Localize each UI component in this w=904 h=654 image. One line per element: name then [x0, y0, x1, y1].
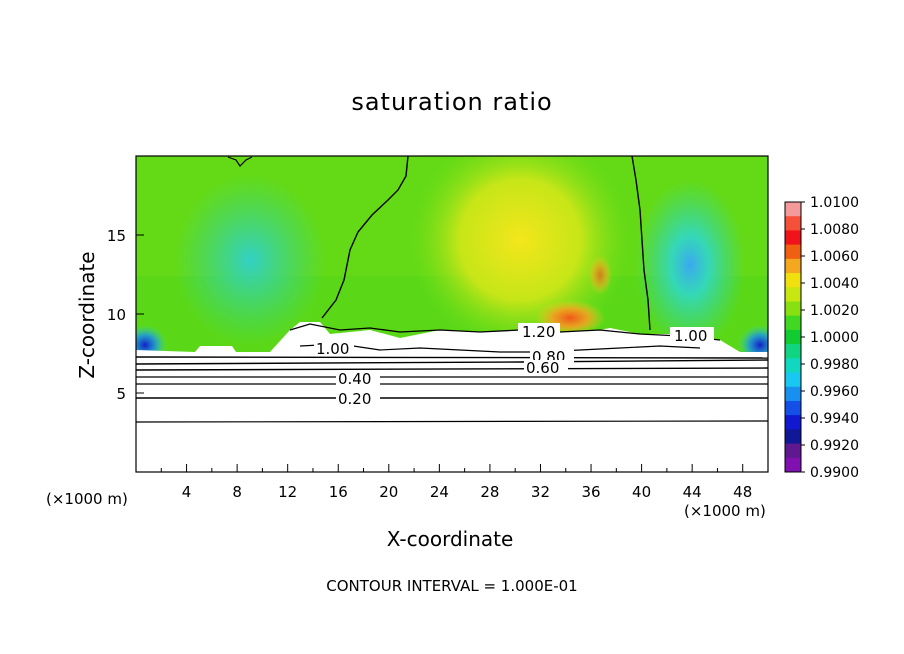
- colorbar-segment: [785, 230, 801, 246]
- contour-label-1-00-right: 1.00: [674, 327, 707, 345]
- contour-line-1-00: [299, 343, 701, 353]
- colorbar-label: 1.0060: [810, 249, 859, 265]
- colorbar-segment: [785, 244, 801, 260]
- colorbar-segment: [785, 287, 801, 302]
- colorbar-segment: [785, 429, 801, 445]
- colorbar-label: 0.9920: [810, 438, 859, 454]
- x-tick-label: 24: [430, 483, 449, 501]
- contour-line-0-90: [136, 356, 768, 359]
- colorbar-segment: [785, 443, 801, 459]
- contour-line-top-small: [227, 156, 253, 167]
- contour-line-upper-right: [631, 156, 651, 331]
- x-tick-label: 28: [480, 483, 499, 501]
- x-tick-label: 36: [581, 483, 600, 501]
- field-orange-spot: [588, 255, 612, 295]
- colorbar-segment: [785, 400, 801, 416]
- contour-label-bg-1-20: [518, 323, 560, 338]
- y-axis: 5 10 15: [107, 227, 144, 403]
- colorbar-label: 1.0040: [810, 276, 859, 292]
- contour-label-bg-0-80: [530, 349, 574, 363]
- contour-label-bg-0-20: [336, 391, 380, 406]
- x-tick-label: 32: [531, 483, 550, 501]
- colorbar-label: 1.0020: [810, 303, 859, 319]
- y-tick-label: 5: [116, 385, 126, 403]
- contour-label-0-40: 0.40: [338, 370, 371, 388]
- x-tick-label: 48: [733, 483, 752, 501]
- contour-label-1-00-left: 1.00: [316, 340, 349, 358]
- x-unit-label-right: (×1000 m): [684, 502, 766, 520]
- colorbar-segment: [785, 273, 801, 288]
- colorbar-label: 0.9980: [810, 357, 859, 373]
- contour-label-0-60: 0.60: [526, 359, 559, 377]
- contour-line-1-20: [289, 323, 721, 341]
- saturation-field: 1.20 1.00 1.00 0.80 0.60 0.40 0.20: [136, 156, 768, 472]
- y-tick-label: 15: [107, 227, 126, 245]
- contour-interval-note: CONTOUR INTERVAL = 1.000E-01: [326, 577, 578, 595]
- x-tick-label: 8: [232, 483, 242, 501]
- colorbar: 1.0100 1.0080 1.0060 1.0040 1.0020 1.0000 0.99…: [784, 195, 859, 481]
- colorbar-label: 0.9940: [810, 411, 859, 427]
- colorbar-label: 0.9960: [810, 384, 859, 400]
- colorbar-label: 0.9900: [810, 465, 859, 481]
- colorbar-segment: [785, 344, 801, 359]
- colorbar-label: 1.0100: [810, 195, 859, 211]
- field-cyan-region-right: [635, 180, 745, 350]
- contour-line-0-60: [136, 367, 768, 371]
- contour-line-0-80: [136, 359, 768, 365]
- contour-label-1-20: 1.20: [522, 323, 555, 341]
- contour-label-bg-1-00-right: [670, 327, 714, 342]
- contour-line-0-10: [136, 420, 768, 423]
- y-tick-label: 10: [107, 306, 126, 324]
- contour-label-0-20: 0.20: [338, 390, 371, 408]
- contour-line-upper-left: [321, 156, 409, 319]
- x-tick-label: 40: [632, 483, 651, 501]
- colorbar-label: 1.0080: [810, 222, 859, 238]
- contour-label-bg-0-60: [524, 360, 568, 373]
- colorbar-segment: [785, 457, 801, 473]
- x-unit-label-left: (×1000 m): [46, 490, 128, 508]
- colorbar-segment: [785, 415, 801, 430]
- colorbar-segment: [785, 202, 801, 217]
- colorbar-segment: [785, 386, 801, 402]
- field-lower-white-region: [136, 322, 768, 472]
- colorbar-segment: [785, 315, 801, 331]
- contour-label-bg-1-00-left: [314, 341, 354, 355]
- x-tick-label: 20: [379, 483, 398, 501]
- colorbar-segment: [785, 258, 801, 274]
- colorbar-segment: [785, 329, 801, 345]
- contour-label-bg-0-40: [336, 371, 380, 386]
- x-axis: 4 8 12 16 20 24 28 32 36 40 44 48: [160, 464, 752, 501]
- x-tick-label: 44: [683, 483, 702, 501]
- x-tick-label: 4: [182, 483, 192, 501]
- colorbar-segment: [785, 358, 801, 374]
- x-tick-label: 16: [329, 483, 348, 501]
- chart-title: saturation ratio: [351, 88, 553, 116]
- x-tick-label: 12: [278, 483, 297, 501]
- field-cyan-region-left: [175, 175, 325, 345]
- x-axis-label: X-coordinate: [386, 527, 514, 551]
- colorbar-segment: [785, 216, 801, 231]
- colorbar-label: 1.0000: [810, 330, 859, 346]
- colorbar-segment: [785, 301, 801, 317]
- colorbar-segment: [785, 372, 801, 388]
